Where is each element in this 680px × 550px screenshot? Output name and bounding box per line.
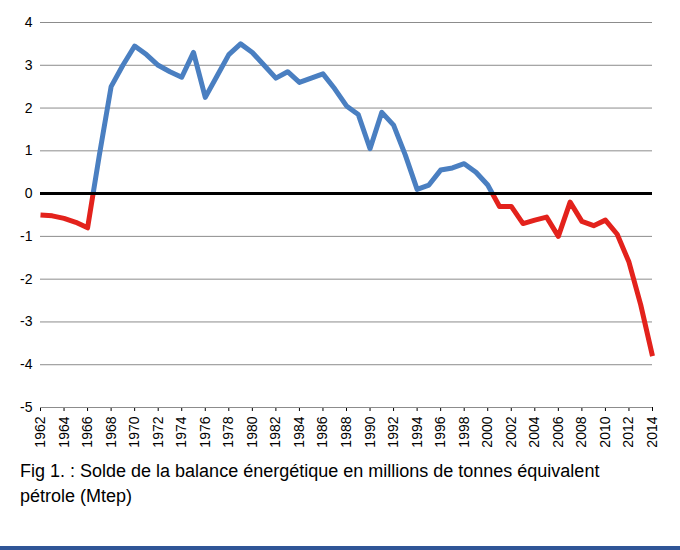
svg-text:-1: -1 (20, 228, 33, 244)
svg-text:1976: 1976 (197, 416, 213, 447)
svg-text:2012: 2012 (620, 416, 636, 447)
svg-text:1994: 1994 (409, 416, 425, 447)
svg-text:0: 0 (25, 185, 33, 201)
svg-text:1964: 1964 (56, 416, 72, 447)
svg-text:1992: 1992 (385, 416, 401, 447)
svg-text:-3: -3 (20, 313, 33, 329)
svg-text:2: 2 (25, 100, 33, 116)
svg-text:2008: 2008 (573, 416, 589, 447)
svg-text:2002: 2002 (503, 416, 519, 447)
svg-text:1: 1 (25, 142, 33, 158)
svg-text:-4: -4 (20, 356, 33, 372)
svg-text:1988: 1988 (338, 416, 354, 447)
svg-text:1968: 1968 (103, 416, 119, 447)
svg-text:1990: 1990 (362, 416, 378, 447)
svg-text:2004: 2004 (526, 416, 542, 447)
html-text:Fig 1. : Solde de la balance é: Fig 1. : Solde de la balance énergétique… (20, 461, 600, 506)
svg-text:1998: 1998 (456, 416, 472, 447)
svg-text:-5: -5 (20, 399, 33, 415)
svg-text:1972: 1972 (150, 416, 166, 447)
svg-text:2000: 2000 (479, 416, 495, 447)
svg-text:1996: 1996 (432, 416, 448, 447)
svg-text:1970: 1970 (126, 416, 142, 447)
svg-text:1974: 1974 (173, 416, 189, 447)
svg-text:1966: 1966 (79, 416, 95, 447)
svg-text:1984: 1984 (291, 416, 307, 447)
svg-text:4: 4 (25, 14, 33, 30)
svg-text:1962: 1962 (32, 416, 48, 447)
svg-text:1980: 1980 (244, 416, 260, 447)
svg-text:2010: 2010 (597, 416, 613, 447)
svg-text:3: 3 (25, 57, 33, 73)
svg-text:1978: 1978 (220, 416, 236, 447)
svg-text:-2: -2 (20, 271, 33, 287)
svg-text:2014: 2014 (644, 416, 660, 447)
svg-text:1986: 1986 (314, 416, 330, 447)
svg-text:1982: 1982 (267, 416, 283, 447)
svg-text:2006: 2006 (550, 416, 566, 447)
